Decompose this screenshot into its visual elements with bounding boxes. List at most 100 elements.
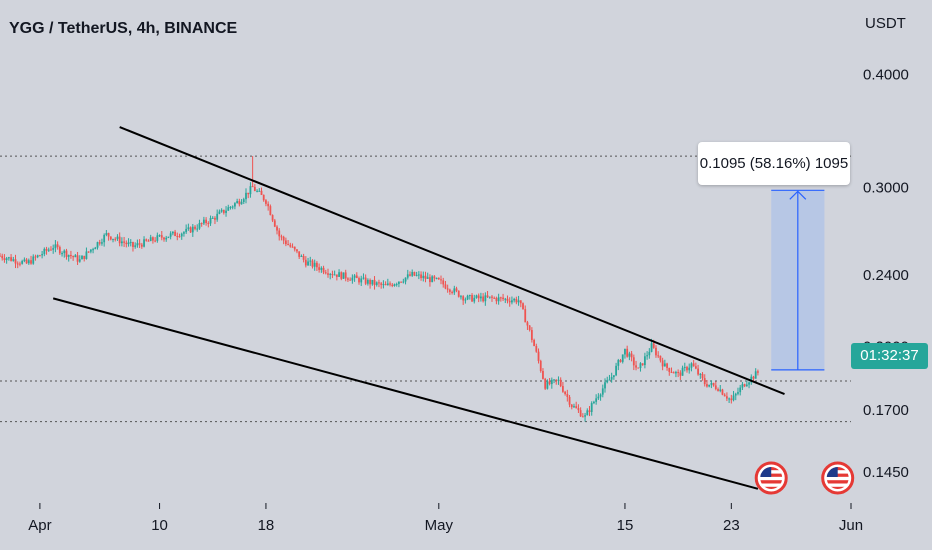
candle-body xyxy=(50,249,52,251)
candle-body xyxy=(621,354,624,362)
candle-body xyxy=(544,378,547,389)
candle-body xyxy=(249,186,252,195)
candle-body xyxy=(123,241,126,243)
candle-body xyxy=(156,235,159,241)
candle-body xyxy=(114,238,117,240)
candle-body xyxy=(409,274,411,276)
candle-body xyxy=(154,240,157,242)
candle-body xyxy=(196,228,199,230)
candle-body xyxy=(89,249,92,252)
candle-body xyxy=(628,353,631,357)
candle-body xyxy=(575,406,578,409)
candle-body xyxy=(205,219,208,224)
candle-body xyxy=(216,213,219,220)
candle-body xyxy=(218,211,221,214)
x-tick-label: 18 xyxy=(258,517,275,534)
candle-body xyxy=(513,298,516,301)
candle-body xyxy=(227,207,230,211)
candle-body xyxy=(577,408,580,411)
candle-body xyxy=(573,406,575,408)
candle-body xyxy=(650,343,653,352)
candle-body xyxy=(440,279,442,281)
candle-body xyxy=(138,243,141,245)
candle-body xyxy=(579,410,582,417)
candle-body xyxy=(406,274,409,278)
candle-body xyxy=(278,230,281,237)
candle-body xyxy=(74,255,77,258)
candle-body xyxy=(723,394,726,397)
candle-body xyxy=(169,233,172,237)
candle-body xyxy=(506,298,509,301)
x-tick-label: Jun xyxy=(839,517,863,534)
candle-body xyxy=(728,398,731,400)
candle-body xyxy=(258,190,261,192)
candle-body xyxy=(72,256,75,258)
candle-body xyxy=(1,255,4,259)
candle-body xyxy=(331,274,334,276)
candle-body xyxy=(47,249,50,251)
candle-body xyxy=(132,242,134,247)
candle-body xyxy=(36,255,39,258)
candle-body xyxy=(562,386,564,392)
candle-body xyxy=(508,300,511,303)
candle-body xyxy=(143,239,145,247)
candle-body xyxy=(253,186,256,191)
candle-body xyxy=(23,259,26,262)
measure-label: 0.1095 (58.16%) 1095 xyxy=(699,155,849,172)
candle-body xyxy=(94,247,97,250)
candle-body xyxy=(32,256,35,264)
candle-body xyxy=(78,259,81,262)
candle-body xyxy=(347,278,349,280)
candle-body xyxy=(482,296,485,302)
candle-body xyxy=(712,383,715,386)
candle-body xyxy=(58,247,61,254)
candle-body xyxy=(457,290,460,297)
candle-body xyxy=(360,278,363,283)
candle-body xyxy=(327,273,329,275)
candle-body xyxy=(14,259,17,264)
candle-body xyxy=(329,274,332,276)
candle-body xyxy=(448,289,451,292)
candle-body xyxy=(41,254,44,256)
candle-body xyxy=(743,384,746,387)
candle-body xyxy=(701,373,704,379)
flag-stripes xyxy=(760,467,783,489)
candle-body xyxy=(668,367,671,372)
candle-body xyxy=(595,398,598,402)
candle-body xyxy=(495,298,498,302)
candle-body xyxy=(557,379,560,381)
candle-body xyxy=(528,325,531,331)
candle-body xyxy=(420,274,422,279)
candle-body xyxy=(612,375,615,378)
candle-body xyxy=(335,274,338,277)
candle-body xyxy=(429,277,431,283)
candle-body xyxy=(537,351,540,361)
candle-body xyxy=(366,279,369,284)
candle-body xyxy=(737,392,739,394)
candle-body xyxy=(194,226,196,229)
flag-canton xyxy=(826,467,838,477)
candle-body xyxy=(324,272,327,274)
candle-body xyxy=(475,295,478,298)
y-tick-label: 0.1700 xyxy=(863,402,909,419)
candle-body xyxy=(0,255,1,257)
candle-body xyxy=(725,396,728,399)
candle-body xyxy=(12,259,15,261)
candle-body xyxy=(464,299,467,301)
candle-body xyxy=(590,403,593,412)
candle-body xyxy=(56,244,59,248)
candle-body xyxy=(533,339,535,347)
candle-body xyxy=(424,275,427,279)
candle-body xyxy=(256,190,258,192)
candle-body xyxy=(548,381,551,385)
candle-body xyxy=(52,248,55,250)
candle-body xyxy=(526,322,529,326)
candle-body xyxy=(384,284,387,286)
candle-body xyxy=(442,280,445,285)
candle-body xyxy=(158,235,161,237)
candle-body xyxy=(298,251,301,257)
candle-body xyxy=(362,277,365,279)
candle-body xyxy=(382,284,385,286)
flag-stripes xyxy=(826,467,849,489)
